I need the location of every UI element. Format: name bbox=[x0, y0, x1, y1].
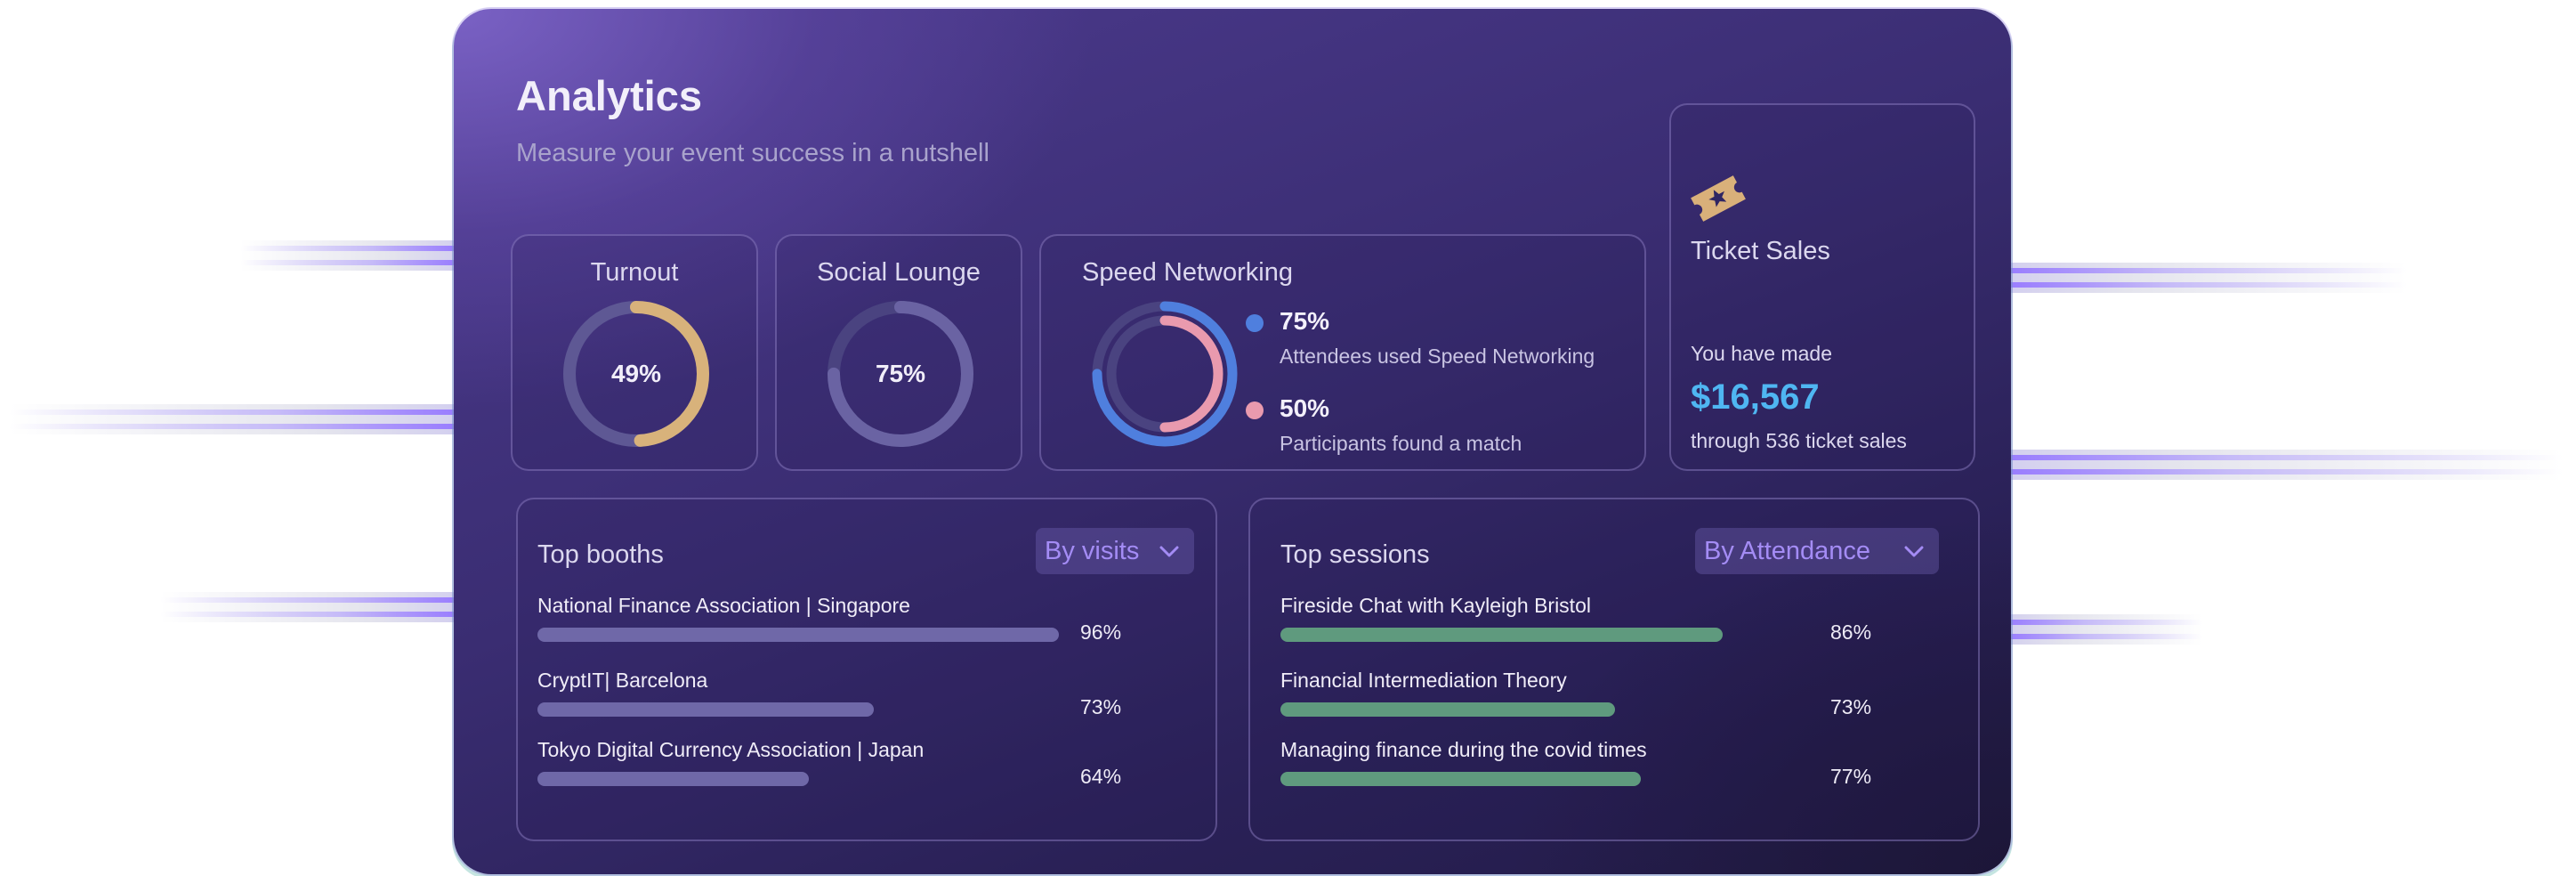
row-label: Financial Intermediation Theory bbox=[1280, 669, 1567, 692]
page-title: Analytics bbox=[516, 72, 702, 119]
speed-networking-panel: Speed Networking 75% Attendees used Spee… bbox=[1039, 234, 1646, 471]
decorative-streak bbox=[2007, 448, 2563, 482]
progress-bar-fill bbox=[537, 772, 809, 786]
top-sessions-title: Top sessions bbox=[1280, 540, 1430, 569]
progress-bar bbox=[537, 628, 1080, 642]
social-lounge-title: Social Lounge bbox=[817, 258, 981, 287]
social-lounge-arc bbox=[828, 301, 973, 447]
ticket-sales-amount: $16,567 bbox=[1691, 377, 1820, 417]
decorative-streak bbox=[2007, 612, 2202, 646]
top-sessions-panel: Top sessions By Attendance Fireside Chat… bbox=[1248, 498, 1980, 841]
decorative-streak bbox=[160, 590, 458, 624]
progress-bar bbox=[537, 772, 1080, 786]
progress-bar bbox=[537, 702, 1080, 717]
progress-bar-fill bbox=[537, 702, 874, 717]
row-percent: 73% bbox=[1080, 695, 1122, 718]
top-booths-title: Top booths bbox=[537, 540, 664, 569]
progress-bar-fill bbox=[537, 628, 1059, 642]
analytics-card: Analytics Measure your event success in … bbox=[454, 9, 2011, 874]
social-lounge-value: 75% bbox=[875, 360, 926, 387]
sessions-sort-selected: By Attendance bbox=[1704, 536, 1871, 565]
legend-dot-match bbox=[1246, 402, 1264, 419]
row-percent: 64% bbox=[1080, 765, 1122, 788]
row-label: Managing finance during the covid times bbox=[1280, 738, 1647, 761]
networking-usage-caption: Attendees used Speed Networking bbox=[1280, 345, 1595, 368]
progress-bar-fill bbox=[1280, 772, 1641, 786]
ticket-sales-title: Ticket Sales bbox=[1691, 237, 1830, 265]
chevron-down-icon bbox=[1904, 546, 1924, 557]
legend-dot-usage bbox=[1246, 314, 1264, 332]
booths-sort-dropdown[interactable]: By visits bbox=[1036, 528, 1194, 574]
decorative-streak bbox=[9, 402, 458, 436]
decorative-streak bbox=[2007, 261, 2407, 295]
progress-bar-fill bbox=[1280, 702, 1615, 717]
speed-networking-donut bbox=[1089, 298, 1240, 450]
turnout-arc bbox=[563, 301, 709, 447]
progress-bar bbox=[1280, 772, 1795, 786]
decorative-streak bbox=[240, 239, 458, 272]
networking-match-caption: Participants found a match bbox=[1280, 432, 1522, 455]
ticket-sales-panel: Ticket Sales You have made $16,567 throu… bbox=[1669, 103, 1975, 471]
ticket-sales-through: through 536 ticket sales bbox=[1691, 429, 1907, 452]
social-lounge-panel: Social Lounge 75% bbox=[775, 234, 1022, 471]
row-percent: 77% bbox=[1830, 765, 1872, 788]
ticket-made-label: You have made bbox=[1691, 342, 1833, 365]
row-label: CryptIT| Barcelona bbox=[537, 669, 708, 692]
networking-usage-arc bbox=[1092, 301, 1238, 447]
social-lounge-donut: 75% bbox=[825, 298, 976, 450]
turnout-panel: Turnout 49% bbox=[511, 234, 758, 471]
row-percent: 73% bbox=[1830, 695, 1872, 718]
row-percent: 96% bbox=[1080, 620, 1122, 644]
row-label: National Finance Association | Singapore bbox=[537, 594, 910, 617]
sessions-sort-dropdown[interactable]: By Attendance bbox=[1695, 528, 1939, 574]
networking-usage-value: 75% bbox=[1280, 307, 1330, 335]
top-booths-panel: Top booths By visits National Finance As… bbox=[516, 498, 1217, 841]
chevron-down-icon bbox=[1159, 546, 1179, 557]
progress-bar bbox=[1280, 702, 1795, 717]
row-label: Tokyo Digital Currency Association | Jap… bbox=[537, 738, 925, 761]
networking-match-value: 50% bbox=[1280, 394, 1330, 422]
ticket-star-icon bbox=[1687, 167, 1749, 230]
networking-match-arc bbox=[1106, 315, 1223, 433]
row-percent: 86% bbox=[1830, 620, 1872, 644]
speed-networking-title: Speed Networking bbox=[1082, 258, 1293, 287]
turnout-value: 49% bbox=[610, 360, 662, 387]
page-subtitle: Measure your event success in a nutshell bbox=[516, 139, 989, 167]
turnout-title: Turnout bbox=[590, 258, 679, 287]
progress-bar-fill bbox=[1280, 628, 1723, 642]
turnout-donut: 49% bbox=[561, 298, 712, 450]
progress-bar bbox=[1280, 628, 1795, 642]
row-label: Fireside Chat with Kayleigh Bristol bbox=[1280, 594, 1591, 617]
booths-sort-selected: By visits bbox=[1045, 536, 1140, 565]
